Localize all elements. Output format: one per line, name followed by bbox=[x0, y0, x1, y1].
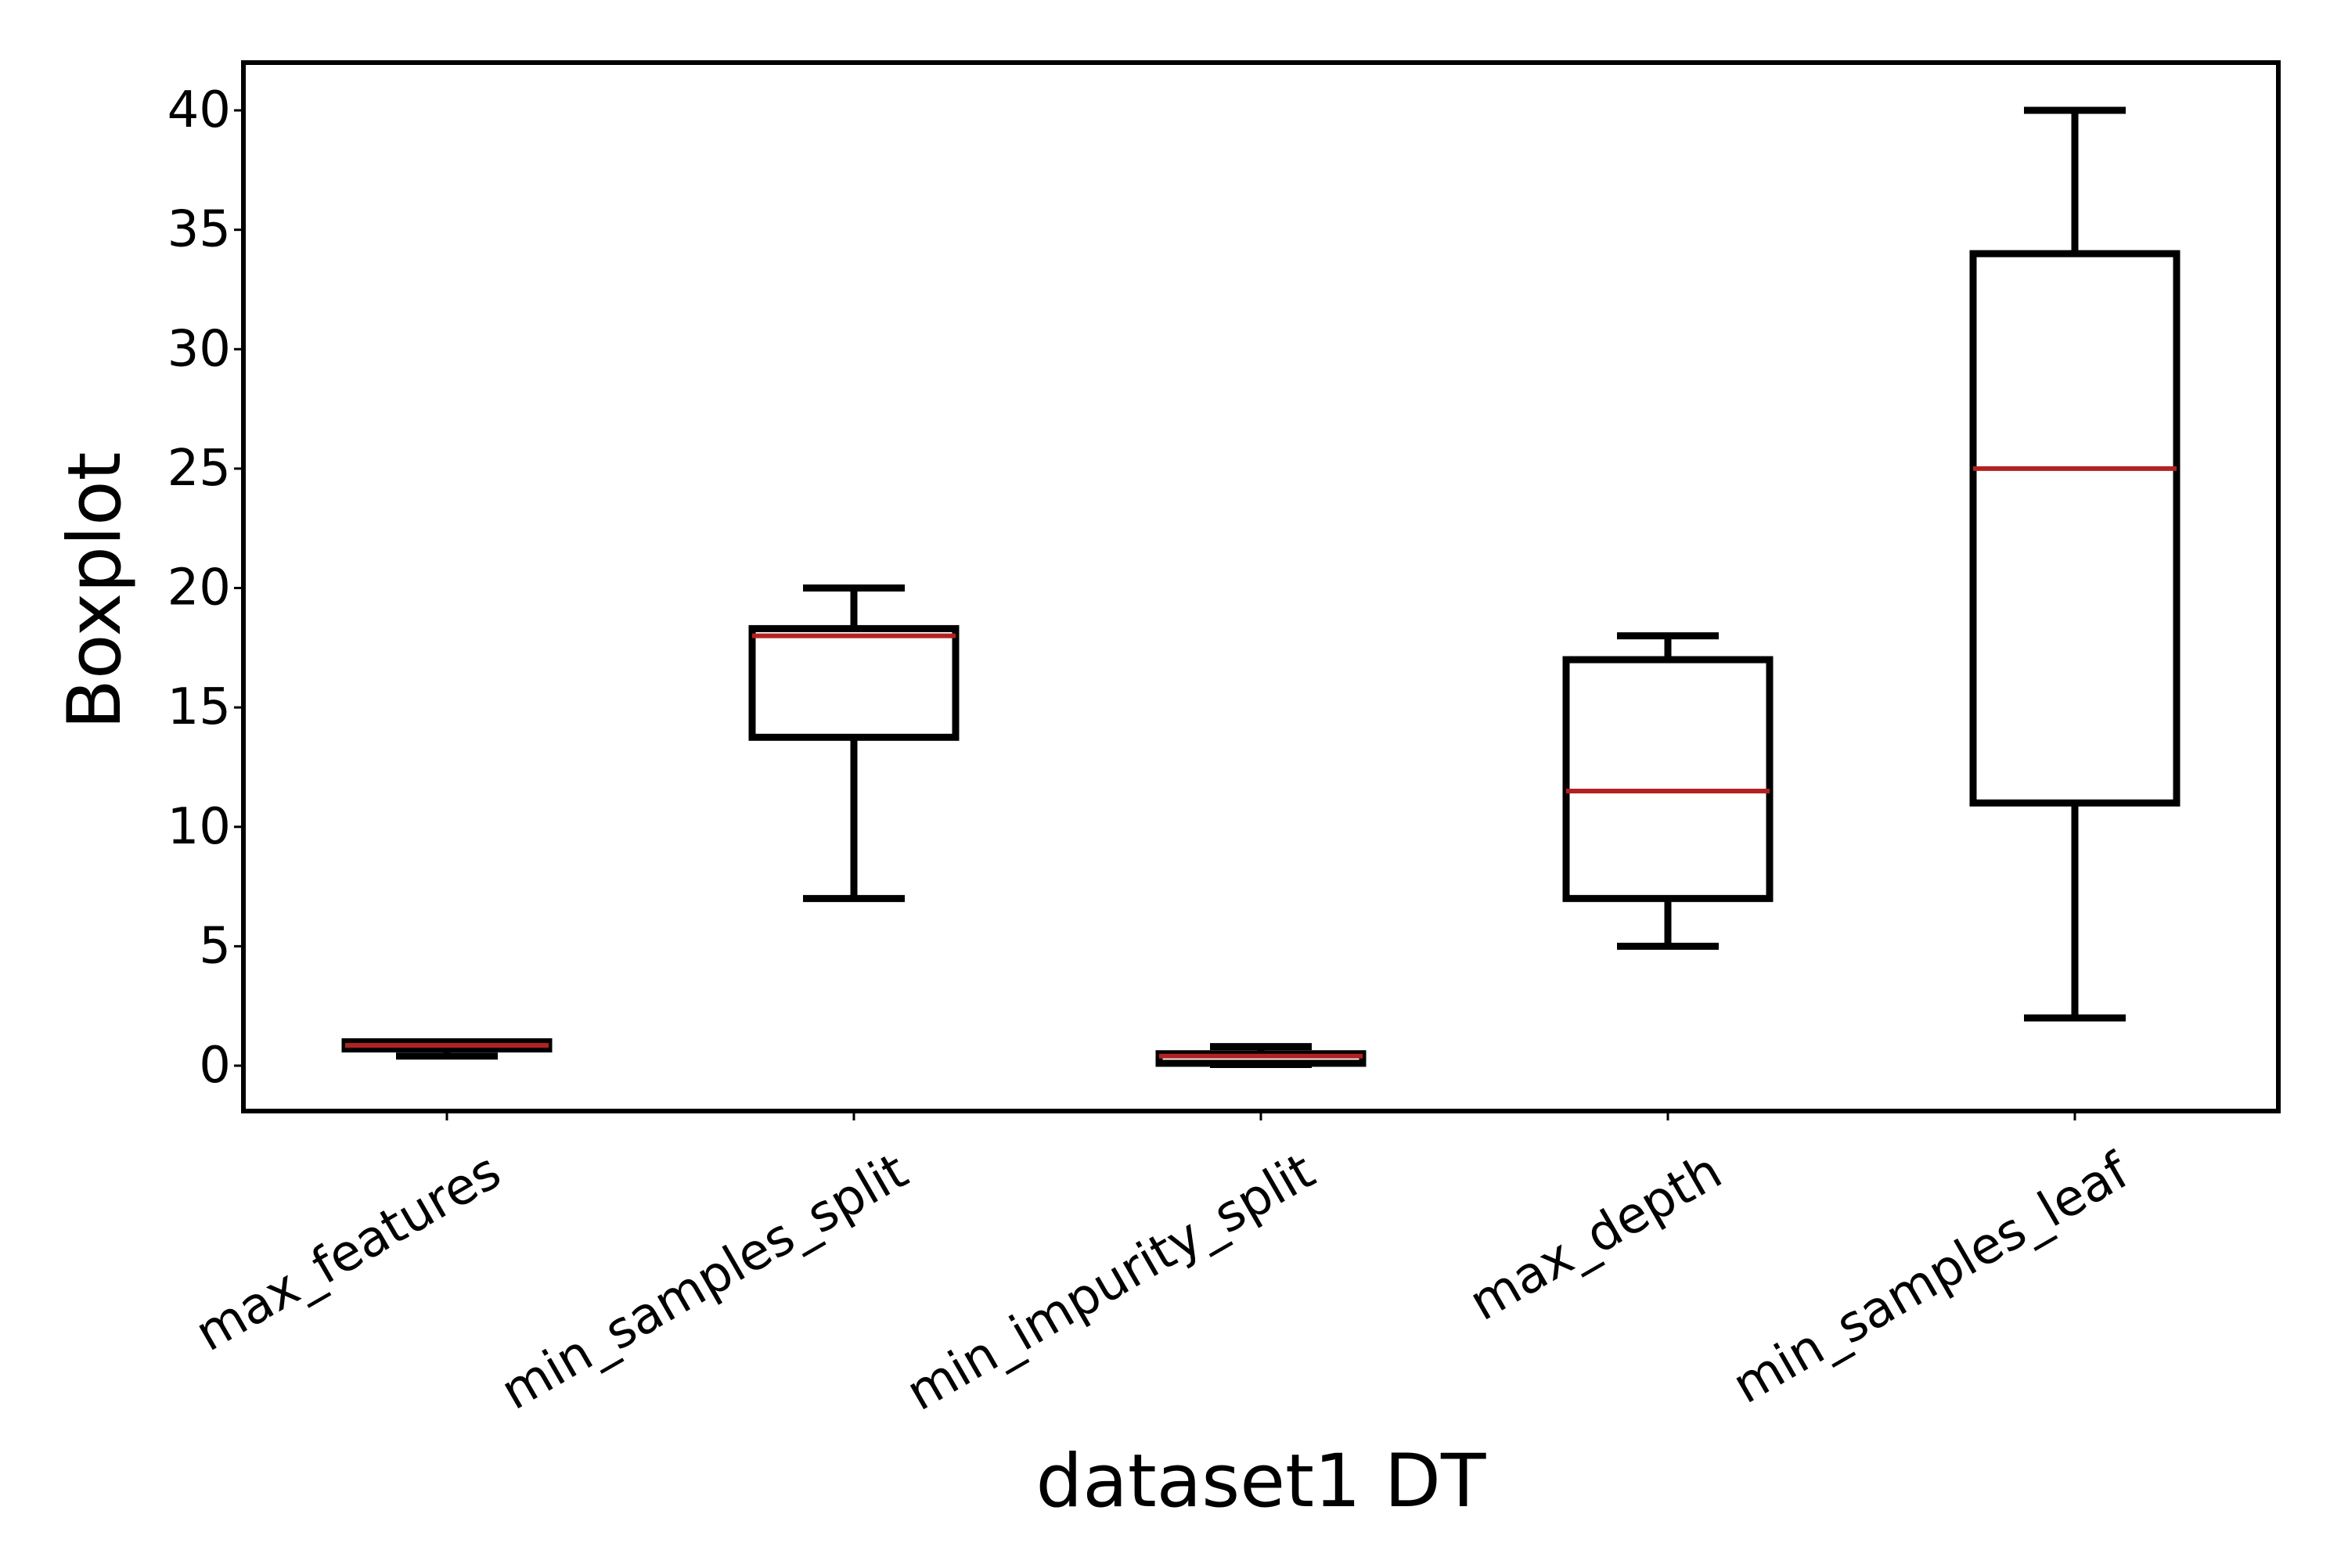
y-tick-label: 40 bbox=[167, 81, 231, 139]
box-min_samples_leaf bbox=[1969, 106, 2181, 1022]
plot-frame bbox=[241, 60, 2281, 1113]
y-tick-label: 0 bbox=[199, 1037, 231, 1095]
x-axis-label: dataset1 DT bbox=[1036, 1439, 1486, 1524]
box-body bbox=[748, 624, 960, 741]
y-tick-label: 20 bbox=[167, 559, 231, 617]
y-tick-label: 10 bbox=[167, 798, 231, 856]
y-axis-ticks: 0 5 10 15 20 25 30 35 40 bbox=[167, 81, 243, 1095]
box-max_features bbox=[341, 1038, 553, 1060]
box-min_samples_split bbox=[748, 584, 960, 902]
y-tick-label: 15 bbox=[167, 678, 231, 736]
y-tick-label: 25 bbox=[167, 440, 231, 498]
y-tick-label: 30 bbox=[167, 320, 231, 378]
box-body bbox=[1562, 656, 1774, 902]
y-tick-label: 35 bbox=[167, 201, 231, 259]
box-body bbox=[1969, 250, 2181, 807]
box-max_depth bbox=[1562, 632, 1774, 950]
box-min_impurity_split bbox=[1155, 1043, 1367, 1068]
y-tick-label: 5 bbox=[199, 917, 231, 975]
y-axis-label: Boxplot bbox=[52, 452, 138, 730]
plot-marks bbox=[341, 106, 2181, 1068]
